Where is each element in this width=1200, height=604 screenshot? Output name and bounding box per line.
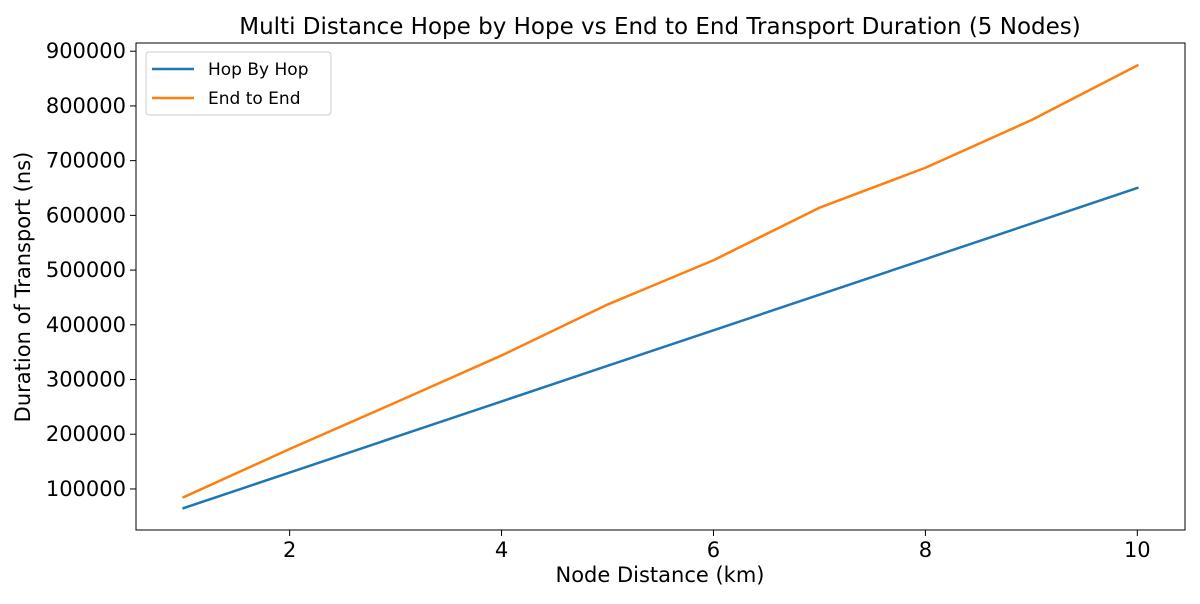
plot-frame	[135, 42, 1186, 531]
legend-label-hop-by-hop: Hop By Hop	[208, 60, 308, 80]
series-line-hop-by-hop	[182, 186, 1139, 510]
series-line-end-to-end	[182, 63, 1140, 499]
x-tick-label: 4	[495, 538, 508, 562]
series-lines	[182, 63, 1140, 510]
x-tick-label: 10	[1124, 538, 1151, 562]
x-tick-label: 6	[707, 538, 720, 562]
legend-label-end-to-end: End to End	[208, 89, 301, 109]
y-tick-label: 700000	[46, 149, 126, 173]
y-tick-label: 500000	[46, 258, 126, 282]
x-axis-ticks: 2 4 6 8 10	[283, 530, 1151, 562]
x-tick-label: 2	[283, 538, 296, 562]
plot-area: 2 4 6 8 10 100000 200000 300000 400000 500000 600…	[46, 39, 1186, 562]
y-tick-label: 300000	[46, 368, 126, 392]
y-tick-label: 900000	[46, 39, 126, 63]
x-axis-label: Node Distance (km)	[556, 563, 765, 587]
x-tick-label: 8	[919, 538, 932, 562]
chart-title: Multi Distance Hope by Hope vs End to En…	[239, 14, 1080, 40]
y-tick-label: 800000	[46, 94, 126, 118]
y-tick-label: 400000	[46, 313, 126, 337]
y-axis-label: Duration of Transport (ns)	[11, 152, 35, 423]
y-tick-label: 600000	[46, 203, 126, 227]
y-tick-label: 100000	[46, 477, 126, 501]
y-axis-ticks: 100000 200000 300000 400000 500000 600000 7000…	[46, 39, 136, 501]
legend: Hop By Hop End to End	[145, 51, 332, 116]
y-tick-label: 200000	[46, 422, 126, 446]
